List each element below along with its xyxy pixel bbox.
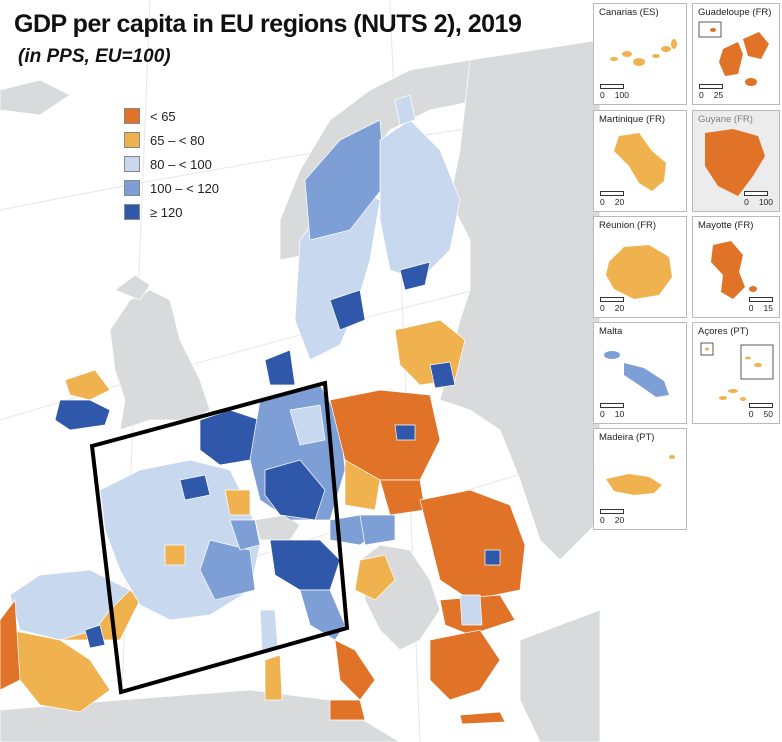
legend-item: 100 – < 120 <box>124 176 219 200</box>
scale-bar: 0 20 <box>600 509 624 525</box>
france <box>99 459 279 651</box>
legend-label: 80 – < 100 <box>150 156 212 172</box>
scale-bar: 0 100 <box>600 84 629 100</box>
legend-label: ≥ 120 <box>150 204 183 220</box>
inset-shape <box>614 133 666 191</box>
legend-swatch <box>124 180 140 196</box>
inset-madeira: Madeira (PT) 0 20 <box>593 428 687 530</box>
legend-item: < 65 <box>124 104 219 128</box>
scale-bar: 0 15 <box>748 297 773 313</box>
inset-title: Martinique (FR) <box>599 114 665 125</box>
legend-swatch <box>124 156 140 172</box>
scale-bar: 0 100 <box>744 191 773 207</box>
south-east <box>354 489 526 725</box>
east-central <box>329 319 466 546</box>
legend: < 65 65 – < 80 80 – < 100 100 – < 120 ≥ … <box>124 104 219 224</box>
highlight-frame <box>89 380 350 695</box>
nordics <box>264 94 461 386</box>
legend-label: 65 – < 80 <box>150 132 205 148</box>
inset-mayotte: Mayotte (FR) 0 15 <box>692 216 780 318</box>
inset-martinique: Martinique (FR) 0 20 <box>593 110 687 212</box>
inset-reunion: Réunion (FR) 0 20 <box>593 216 687 318</box>
ireland <box>54 369 111 431</box>
legend-swatch <box>124 108 140 124</box>
inset-guadeloupe: Guadeloupe (FR) 0 25 <box>692 3 780 105</box>
inset-title: Réunion (FR) <box>599 220 657 231</box>
inset-title: Açores (PT) <box>698 326 749 337</box>
inset-shape <box>698 21 769 86</box>
inset-title: Mayotte (FR) <box>698 220 754 231</box>
inset-shape <box>700 342 774 401</box>
inset-shape <box>606 455 675 495</box>
central-europe <box>199 384 381 551</box>
legend-label: 100 – < 120 <box>150 180 220 196</box>
map-title: GDP per capita in EU regions (NUTS 2), 2… <box>14 10 522 38</box>
legend-swatch <box>124 132 140 148</box>
scale-bar: 0 20 <box>600 297 624 313</box>
italy <box>264 539 376 721</box>
legend-item: 65 – < 80 <box>124 128 219 152</box>
inset-shape <box>711 241 757 299</box>
inset-malta: Malta 0 10 <box>593 322 687 424</box>
legend-swatch <box>124 204 140 220</box>
map-subtitle: (in PPS, EU=100) <box>18 46 171 67</box>
inset-title: Canarias (ES) <box>599 7 659 18</box>
inset-title: Guadeloupe (FR) <box>698 7 772 18</box>
legend-item: ≥ 120 <box>124 200 219 224</box>
inset-shape <box>610 39 677 66</box>
scale-bar: 0 25 <box>699 84 723 100</box>
inset-shape <box>606 245 672 299</box>
legend-label: < 65 <box>150 108 176 124</box>
legend-item: 80 – < 100 <box>124 152 219 176</box>
iberia <box>0 569 141 713</box>
scale-bar: 0 50 <box>748 403 773 419</box>
inset-title: Malta <box>599 326 623 337</box>
scale-bar: 0 10 <box>600 403 624 419</box>
inset-shape <box>604 351 669 397</box>
inset-title: Madeira (PT) <box>599 432 655 443</box>
inset-acores: Açores (PT) 0 50 <box>692 322 780 424</box>
scale-bar: 0 20 <box>600 191 624 207</box>
inset-canarias: Canarias (ES) 0 100 <box>593 3 687 105</box>
